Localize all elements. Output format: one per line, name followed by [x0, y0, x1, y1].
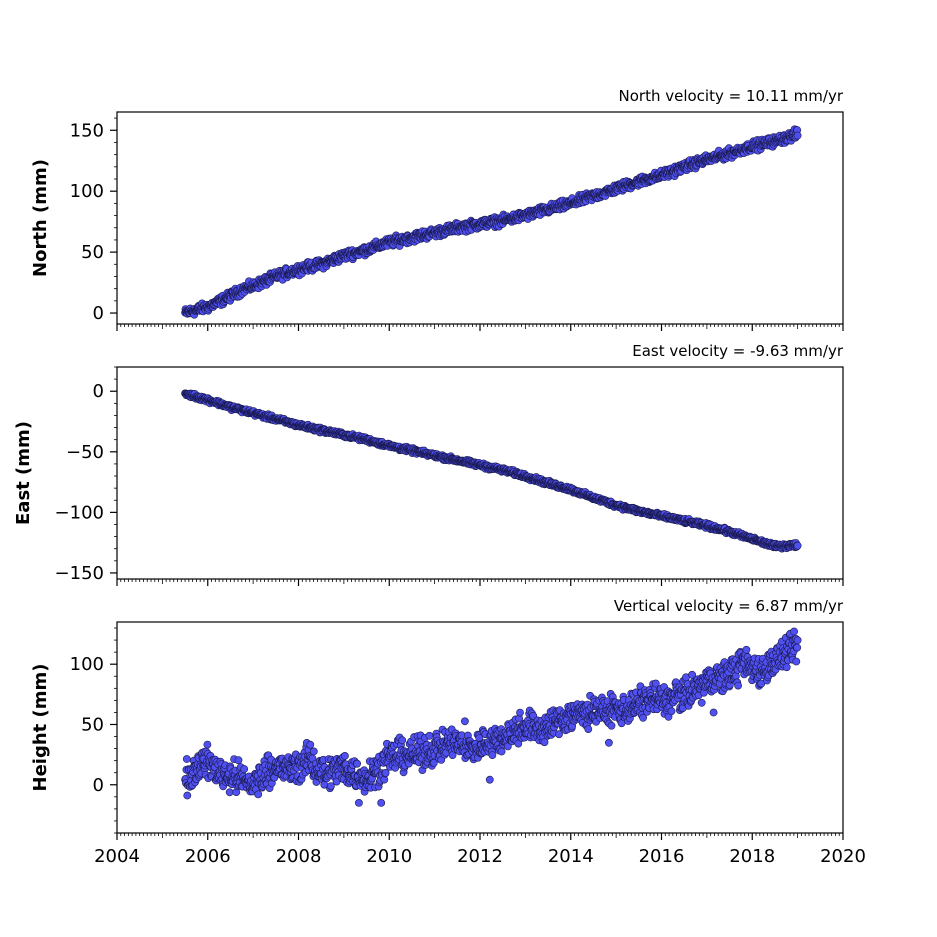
height-point	[398, 736, 407, 745]
north-points	[181, 125, 802, 319]
height-x-tick-label: 2006	[185, 846, 231, 867]
east-y-tick-label: −100	[55, 502, 104, 523]
north-y-tick-label: 150	[70, 120, 104, 141]
height-point	[697, 698, 706, 707]
east-velocity-title: East velocity = -9.63 mm/yr	[632, 342, 844, 360]
north-y-tick-label: 0	[93, 303, 104, 324]
height-x-tick-label: 2004	[94, 846, 140, 867]
east-y-tick-label: −50	[66, 442, 104, 463]
height-point	[425, 731, 434, 740]
height-x-tick-label: 2016	[639, 846, 685, 867]
height-point	[182, 755, 191, 763]
height-point	[584, 725, 593, 733]
height-y-tick-label: 0	[93, 775, 104, 796]
height-y-tick-label: 100	[70, 654, 104, 675]
east-y-tick-label: 0	[93, 381, 104, 402]
height-point	[540, 738, 549, 747]
height-point	[306, 740, 315, 749]
height-point	[792, 657, 801, 666]
east-point	[793, 541, 802, 550]
height-x-tick-label: 2020	[820, 846, 866, 867]
height-point	[354, 799, 363, 807]
height-y-tick-label: 50	[81, 714, 104, 735]
east-points	[181, 389, 802, 553]
height-point	[203, 740, 212, 749]
height-velocity-title: Vertical velocity = 6.87 mm/yr	[614, 597, 844, 615]
east-plot-frame	[116, 366, 844, 580]
north-y-axis-label: North (mm)	[30, 159, 51, 277]
north-panel: 0 50 100 150 North velocity = 10.11 mm/yr N…	[30, 87, 844, 331]
height-point	[309, 747, 318, 756]
north-y-tick-label: 100	[70, 181, 104, 202]
height-y-ticks: 0 50 100	[70, 627, 117, 834]
height-point	[790, 627, 798, 636]
height-point	[793, 636, 802, 645]
height-x-ticks: 2004 2006 2008 2010 2012 2014 2016 2018 2020	[94, 833, 866, 867]
height-x-tick-label: 2014	[548, 846, 594, 867]
height-point	[183, 791, 192, 800]
height-points	[181, 627, 802, 807]
height-point	[381, 769, 390, 777]
height-panel: 2004 2006 2008 2010 2012 2014 2016 2018 2020 0 50…	[30, 597, 866, 867]
height-point	[607, 721, 616, 730]
east-panel: 0 −50 −100 −150 East velocity = -9.63 mm/yr…	[13, 342, 844, 586]
height-point	[460, 717, 469, 726]
height-point	[793, 643, 802, 652]
height-point	[225, 788, 234, 797]
height-point	[782, 663, 791, 672]
height-x-tick-label: 2012	[457, 846, 503, 867]
east-x-ticks	[116, 579, 844, 586]
height-point	[485, 775, 494, 784]
height-point	[488, 751, 497, 759]
height-x-tick-label: 2018	[729, 846, 775, 867]
height-point	[709, 708, 718, 717]
height-point	[497, 747, 506, 756]
height-point	[742, 645, 751, 654]
east-y-tick-label: −150	[55, 563, 104, 584]
height-point	[234, 756, 243, 765]
north-x-ticks	[116, 324, 844, 331]
north-y-ticks: 0 50 100 150	[70, 117, 117, 324]
height-x-tick-label: 2010	[366, 846, 412, 867]
height-point	[605, 738, 613, 747]
north-y-tick-label: 50	[81, 242, 104, 263]
height-point	[667, 707, 676, 716]
height-point	[516, 708, 524, 717]
height-point	[340, 752, 349, 760]
height-point	[555, 730, 563, 739]
height-point	[254, 790, 263, 799]
height-point	[353, 759, 361, 768]
height-x-tick-label: 2008	[276, 846, 322, 867]
north-velocity-title: North velocity = 10.11 mm/yr	[619, 87, 844, 105]
east-y-axis-label: East (mm)	[13, 421, 34, 525]
height-y-axis-label: Height (mm)	[30, 664, 51, 792]
north-point	[793, 131, 802, 140]
height-point	[734, 681, 742, 690]
height-point	[377, 799, 386, 807]
height-point	[240, 765, 249, 773]
east-y-ticks: 0 −50 −100 −150	[55, 366, 117, 584]
